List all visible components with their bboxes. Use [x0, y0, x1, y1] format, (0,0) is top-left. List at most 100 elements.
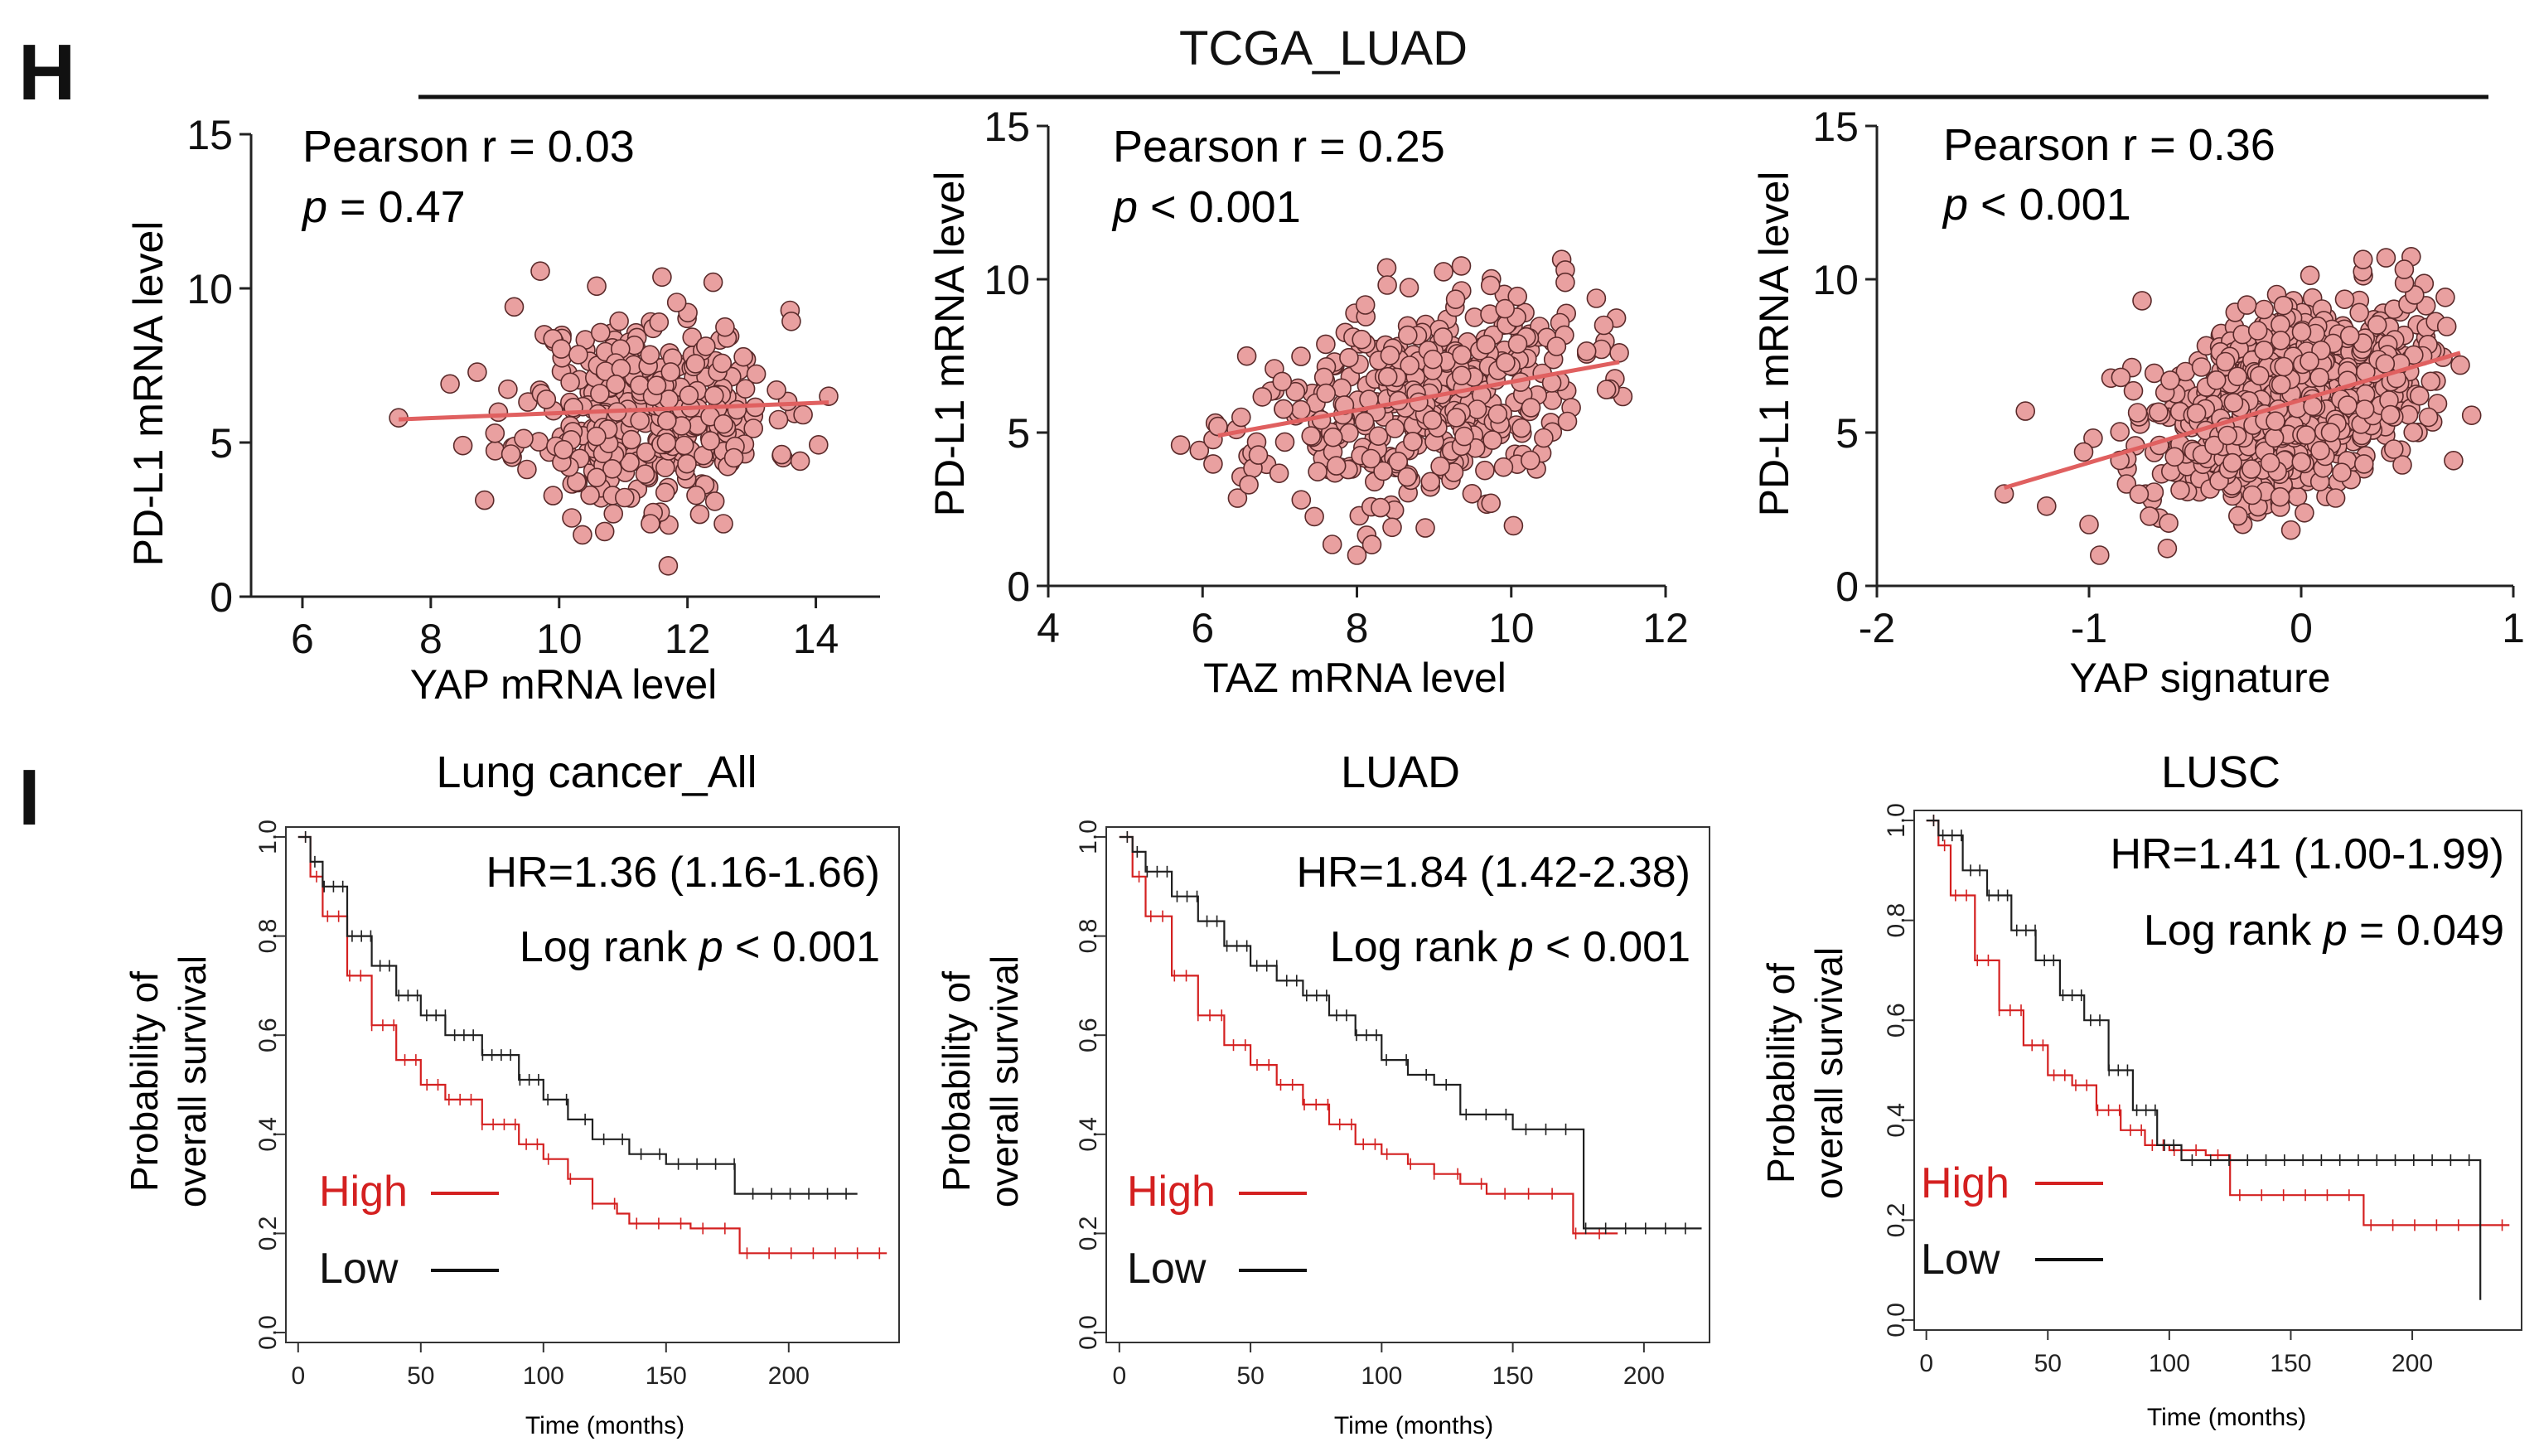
y-tick-label: 0.4 — [1075, 1117, 1102, 1152]
km-lusc-xlabel: Time (months) — [2147, 1404, 2306, 1431]
y-tick-label: 1.0 — [254, 820, 282, 854]
scatter-yap-stat-r: Pearson r = 0.03 — [302, 122, 635, 172]
x-tick-label: 0 — [291, 1362, 305, 1390]
y-tick-label: 0.8 — [1075, 919, 1102, 954]
data-point — [1231, 407, 1251, 428]
data-point — [2266, 411, 2285, 432]
data-point — [2083, 428, 2103, 448]
data-point — [660, 362, 681, 382]
scatter-yap-xlabel: YAP mRNA level — [410, 661, 718, 708]
y-tick-label: 0.4 — [1883, 1103, 1910, 1138]
data-point — [1557, 411, 1578, 432]
data-point — [790, 451, 810, 472]
survival-curve-high — [1926, 820, 2510, 1226]
data-point — [2254, 299, 2274, 320]
x-tick-label: 200 — [768, 1362, 810, 1390]
y-tick-label: 0.6 — [1075, 1018, 1102, 1052]
data-point — [620, 452, 640, 472]
scatter-yap-stat-p: p = 0.47 — [301, 182, 466, 232]
logrank-prefix: Log rank — [2144, 907, 2324, 955]
data-point — [485, 423, 505, 443]
scatter-taz-axes: 4 6 8 10 12 0 5 10 15 — [984, 104, 1688, 651]
data-point — [514, 428, 534, 449]
survival-curve-high — [297, 835, 887, 1255]
survival-curve-low — [1926, 820, 2482, 1300]
km-luad-xlabel: Time (months) — [1334, 1412, 1493, 1439]
scatter-taz-stat-r: Pearson r = 0.25 — [1113, 122, 1445, 172]
data-point — [2367, 315, 2387, 335]
data-point — [686, 485, 706, 505]
data-point — [2237, 295, 2257, 315]
data-point — [609, 311, 629, 331]
data-point — [1422, 410, 1443, 430]
data-point — [1420, 472, 1441, 492]
data-point — [2380, 404, 2401, 425]
data-point — [2079, 515, 2099, 535]
data-point — [666, 293, 687, 312]
data-point — [580, 485, 600, 505]
x-tick-label: 200 — [2391, 1350, 2433, 1377]
data-point — [1415, 518, 1435, 538]
data-point — [1511, 418, 1531, 438]
data-point — [2223, 393, 2244, 413]
data-point — [568, 345, 588, 365]
x-tick-label: 6 — [291, 616, 314, 662]
data-point — [1371, 497, 1390, 518]
data-point — [1476, 334, 1496, 355]
data-point — [2375, 354, 2396, 374]
data-point — [1452, 365, 1472, 386]
data-point — [2157, 538, 2178, 559]
data-point — [452, 435, 473, 456]
regression-line — [399, 400, 829, 422]
data-point — [2309, 367, 2329, 388]
y-tick-label: 0.2 — [254, 1217, 282, 1251]
data-point — [2254, 340, 2274, 360]
data-point — [658, 555, 679, 576]
data-point — [488, 402, 509, 423]
data-point — [2129, 484, 2150, 505]
data-point — [1382, 517, 1402, 538]
data-point — [1475, 460, 1495, 481]
data-point — [2418, 407, 2439, 428]
x-tick-label: 100 — [2149, 1350, 2190, 1377]
scatter-taz-panel: PD-L1 mRNA level TAZ mRNA level Pearson … — [926, 104, 1689, 701]
x-tick-label: 100 — [1361, 1362, 1402, 1390]
data-point — [2310, 440, 2330, 461]
data-point — [2339, 326, 2360, 346]
data-point — [560, 372, 580, 393]
data-point — [1361, 448, 1381, 469]
data-point — [808, 434, 829, 455]
survival-curve-low — [1119, 835, 1702, 1230]
data-point — [1546, 336, 1567, 356]
x-tick-label: 10 — [536, 616, 583, 662]
data-point — [652, 267, 672, 288]
data-point — [1445, 289, 1466, 310]
data-point — [735, 379, 756, 399]
p-symbol: p — [1111, 182, 1138, 232]
y-tick-label: 1.0 — [1883, 803, 1910, 838]
data-point — [1227, 488, 1248, 508]
logrank-value: < 0.001 — [723, 923, 880, 971]
data-point — [2291, 452, 2312, 472]
data-point — [2037, 496, 2057, 516]
data-point — [590, 322, 611, 343]
data-point — [703, 272, 723, 293]
data-point — [2242, 485, 2262, 505]
data-point — [677, 453, 697, 474]
data-point — [2332, 462, 2352, 483]
data-point — [1274, 432, 1295, 452]
data-point — [467, 362, 487, 382]
data-point — [655, 482, 675, 503]
regression-line — [2003, 351, 2461, 490]
km-luad-logrank: Log rank p < 0.001 — [1330, 923, 1690, 971]
x-tick-label: -1 — [2071, 605, 2107, 651]
km-lusc-panel: LUSC Probability of overall survival Tim… — [1759, 747, 2522, 1431]
data-point — [1352, 329, 1371, 350]
scatter-yap-ylabel: PD-L1 mRNA level — [125, 221, 172, 567]
data-point — [2300, 265, 2320, 286]
data-point — [1994, 484, 2014, 504]
km-luad-curves — [1119, 830, 1702, 1240]
plot-frame — [1913, 810, 2522, 1331]
data-point — [2354, 399, 2375, 419]
